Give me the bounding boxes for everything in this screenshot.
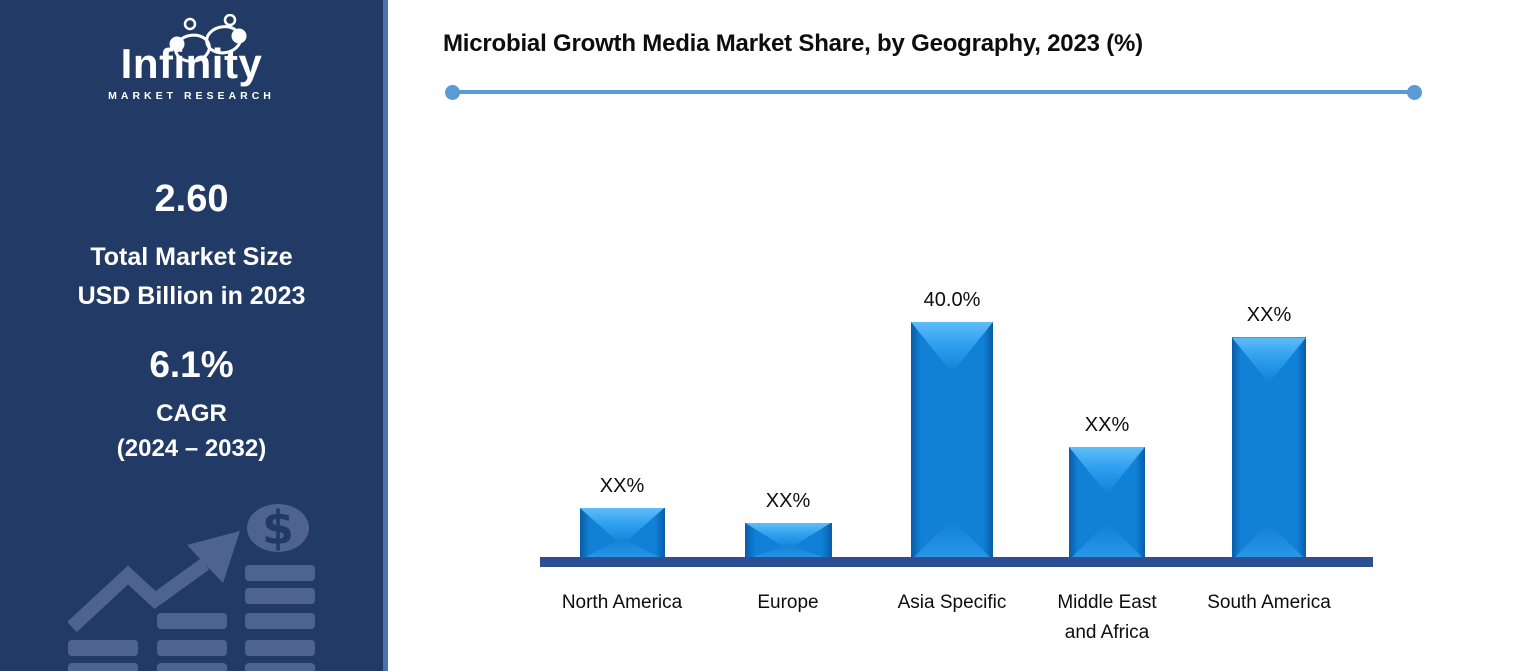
coin-stack-icon: [68, 565, 315, 671]
chart-title: Microbial Growth Media Market Share, by …: [443, 30, 1143, 57]
bar-value-label: XX%: [1246, 304, 1292, 327]
growth-arrow-icon: [67, 531, 240, 633]
market-size-label-line1: Total Market Size: [90, 243, 293, 271]
bar-value-label: XX%: [599, 474, 645, 497]
category-label: North America: [561, 592, 683, 613]
svg-text:$: $: [262, 501, 294, 555]
bar: [579, 507, 665, 560]
sidebar: Infinity MARKET RESEARCH 2.60 Total Mark…: [0, 0, 388, 671]
dollar-coin-icon: $: [247, 501, 309, 555]
line-endpoint-dot: [445, 84, 460, 100]
bar: [911, 322, 993, 560]
bar: [1232, 337, 1306, 560]
bar-value-label: XX%: [765, 489, 811, 512]
bar-value-label: 40.0%: [923, 289, 981, 311]
cagr-label: CAGR: [156, 400, 227, 427]
bar: [744, 522, 832, 560]
chart-panel: Microbial Growth Media Market Share, by …: [393, 0, 1532, 671]
brand-tagline: MARKET RESEARCH: [108, 90, 275, 102]
growth-chart-graphic: $: [67, 501, 315, 671]
bar-chart: XX% North America XX% Europe 40.0% Asia Speci…: [393, 0, 1532, 671]
line-endpoint-dot: [1407, 84, 1422, 100]
category-label: Europe: [757, 592, 819, 613]
category-label: Asia Specific: [897, 592, 1007, 613]
market-size-value: 2.60: [154, 178, 229, 220]
bar-value-label: XX%: [1084, 413, 1130, 436]
cagr-period: (2024 – 2032): [116, 435, 267, 462]
x-axis-baseline: [540, 557, 1373, 567]
title-underline: [445, 84, 1422, 100]
category-label: South America: [1207, 592, 1331, 613]
brand-name: Infinity: [120, 40, 263, 87]
market-size-label-line2: USD Billion in 2023: [77, 282, 306, 310]
bar: [1069, 446, 1145, 560]
category-label: Middle East and Africa: [1057, 592, 1157, 643]
cagr-value: 6.1%: [149, 344, 234, 385]
infinity-logo-icon: [169, 14, 247, 63]
